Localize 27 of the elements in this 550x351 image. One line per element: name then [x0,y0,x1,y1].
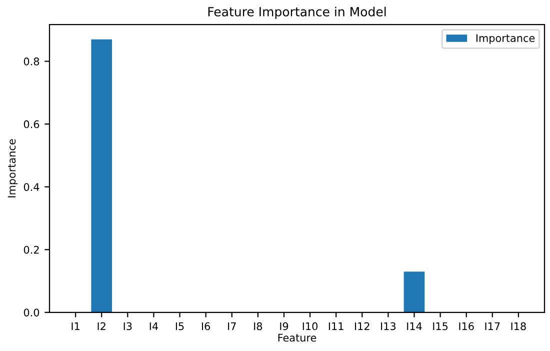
x-tick-label: I13 [381,322,396,330]
x-tick-label: I7 [228,322,236,330]
y-tick-label: 0.8 [24,58,40,66]
x-tick-label: I16 [459,322,474,330]
y-tick-label: 0.2 [24,246,39,254]
x-tick-label: I5 [176,322,184,330]
x-tick-label: I17 [485,322,500,330]
x-tick-label: I10 [302,322,318,330]
y-tick-label: 0.6 [24,120,40,128]
legend-label: Importance [476,34,535,44]
x-tick-label: I2 [98,322,106,330]
y-tick-label: 0.4 [24,183,40,191]
x-tick-label: I6 [202,322,210,330]
x-tick-label: I14 [407,322,422,330]
x-tick-label: I8 [254,322,262,330]
x-axis-title: Feature [278,334,316,342]
y-axis-title: Importance [8,139,18,198]
x-tick-label: I1 [72,322,80,330]
x-tick-label: I15 [433,322,448,330]
x-tick-label: I11 [328,322,344,330]
x-tick-label: I3 [124,322,132,330]
x-tick-label: I4 [150,322,158,330]
y-tick-label: 0.0 [24,308,40,316]
x-tick-label: I12 [354,322,370,330]
x-tick-label: I9 [280,322,288,330]
chart-title: Feature Importance in Model [208,6,386,19]
x-tick-label: I18 [511,322,526,330]
